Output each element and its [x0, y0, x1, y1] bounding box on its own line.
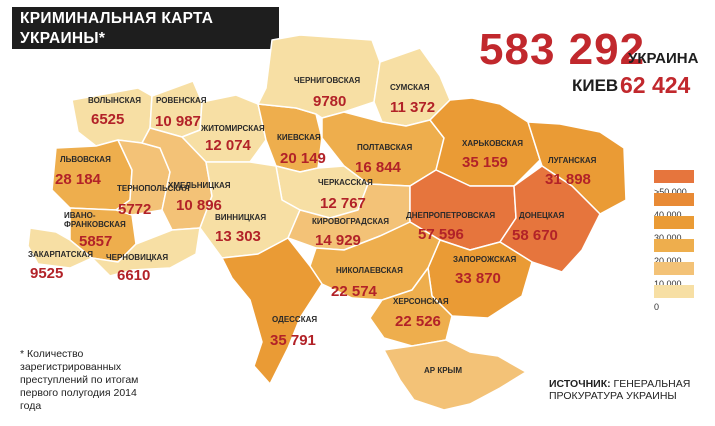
- legend-label: 40 000: [654, 210, 682, 220]
- region-odesa: [221, 237, 323, 385]
- region-name-cherkasy: ЧЕРКАССКАЯ: [318, 178, 373, 187]
- legend-item: >50 000: [651, 170, 711, 197]
- region-name-luhansk: ЛУГАНСКАЯ: [548, 156, 597, 165]
- region-value-volyn: 6525: [91, 111, 124, 128]
- region-value-luhansk: 31 898: [545, 171, 591, 188]
- legend-item: 0: [651, 285, 711, 312]
- source-text: ГЕНЕРАЛЬНАЯ ПРОКУРАТУРА УКРАИНЫ: [549, 378, 691, 402]
- map-title: КРИМИНАЛЬНАЯ КАРТА УКРАИНЫ*: [12, 7, 279, 49]
- region-name-odesa: ОДЕССКАЯ: [272, 315, 317, 324]
- legend-label: 30 000: [654, 233, 682, 243]
- region-kherson: [369, 267, 453, 347]
- title-line2: УКРАИНЫ*: [20, 30, 106, 47]
- region-value-zakarpattia: 9525: [30, 265, 63, 282]
- region-name-kyiv: КИЕВСКАЯ: [277, 133, 321, 142]
- region-name-ternopil: ТЕРНОПОЛЬСКАЯ: [117, 184, 190, 193]
- region-value-lviv: 28 184: [55, 171, 102, 188]
- total-label: УКРАИНА: [628, 50, 699, 67]
- legend-swatch: [654, 216, 694, 229]
- region-value-poltava: 16 844: [355, 159, 402, 176]
- region-name-kirovohrad: КИРОВОГРАДСКАЯ: [312, 217, 389, 226]
- region-value-kherson: 22 526: [395, 313, 441, 330]
- region-value-odesa: 35 791: [270, 332, 316, 349]
- region-name-vinnytsia: ВИННИЦКАЯ: [215, 213, 266, 222]
- region-name-kharkiv: ХАРЬКОВСКАЯ: [462, 139, 523, 148]
- region-name-zakarpattia: ЗАКАРПАТСКАЯ: [28, 250, 93, 259]
- title-line1: КРИМИНАЛЬНАЯ КАРТА: [20, 10, 214, 27]
- region-value-donetsk: 58 670: [512, 227, 558, 244]
- region-value-ternopil: 5772: [118, 201, 151, 218]
- region-value-khmelnytskyi: 10 896: [176, 197, 222, 214]
- legend-label: 20 000: [654, 256, 682, 266]
- region-name-dnipro: ДНЕПРОПЕТРОВСКАЯ: [406, 211, 495, 220]
- legend: >50 000 40 000 30 000 20 000 10 000 0: [651, 170, 711, 312]
- legend-item: 30 000: [651, 216, 711, 243]
- footnote: * Количество зарегистрированных преступл…: [20, 348, 139, 412]
- legend-swatch: [654, 170, 694, 183]
- region-value-vinnytsia: 13 303: [215, 228, 261, 245]
- region-name-ivano: ИВАНО-ФРАНКОВСКАЯ: [64, 211, 126, 229]
- region-value-mykolaiv: 22 574: [331, 283, 378, 300]
- region-value-zhytomyr: 12 074: [205, 137, 252, 154]
- region-value-dnipro: 57 596: [418, 226, 464, 243]
- legend-item: 40 000: [651, 193, 711, 220]
- region-value-rivne: 10 987: [155, 113, 201, 130]
- region-value-ivano: 5857: [79, 233, 112, 250]
- region-name-chernihiv: ЧЕРНИГОВСКАЯ: [294, 76, 360, 85]
- source-label: ИСТОЧНИК:: [549, 378, 611, 390]
- kiev-label: КИЕВ: [572, 76, 619, 95]
- legend-swatch: [654, 239, 694, 252]
- region-chernivtsi: [91, 227, 201, 277]
- legend-label: 0: [654, 302, 660, 312]
- legend-swatch: [654, 285, 694, 298]
- region-name-poltava: ПОЛТАВСКАЯ: [357, 143, 412, 152]
- region-name-donetsk: ДОНЕЦКАЯ: [519, 211, 565, 220]
- region-name-mykolaiv: НИКОЛАЕВСКАЯ: [336, 266, 403, 275]
- region-donetsk: [499, 165, 601, 273]
- legend-swatch: [654, 193, 694, 206]
- source-note: ИСТОЧНИК: ГЕНЕРАЛЬНАЯ ПРОКУРАТУРА УКРАИН…: [549, 378, 715, 402]
- region-zakarpattia: [27, 227, 93, 269]
- region-value-sumy: 11 372: [390, 99, 435, 116]
- region-name-rivne: РОВЕНСКАЯ: [156, 96, 207, 105]
- region-name-volyn: ВОЛЫНСКАЯ: [88, 96, 141, 105]
- region-value-kharkiv: 35 159: [462, 154, 508, 171]
- region-crimea: [383, 339, 527, 411]
- legend-swatch: [654, 262, 694, 275]
- region-name-kherson: ХЕРСОНСКАЯ: [393, 297, 449, 306]
- region-name-khmelnytskyi: ХМЕЛЬНИЦКАЯ: [168, 181, 231, 190]
- legend-label: 10 000: [654, 279, 682, 289]
- region-value-chernihiv: 9780: [313, 93, 346, 110]
- region-chernihiv: [257, 34, 381, 119]
- region-name-zhytomyr: ЖИТОМИРСКАЯ: [200, 124, 265, 133]
- region-name-crimea: АР КРЫМ: [424, 366, 462, 375]
- region-value-kyiv: 20 149: [280, 150, 326, 167]
- legend-item: 10 000: [651, 262, 711, 289]
- total-value: 583 292: [479, 25, 646, 74]
- legend-label: >50 000: [654, 187, 687, 197]
- region-name-lviv: ЛЬВОВСКАЯ: [60, 155, 111, 164]
- region-value-zaporizhzhia: 33 870: [455, 270, 501, 287]
- region-name-chernivtsi: ЧЕРНОВИЦКАЯ: [106, 253, 168, 262]
- region-value-kirovohrad: 14 929: [315, 232, 361, 249]
- region-luhansk: [527, 121, 627, 215]
- kiev-value: 62 424: [620, 72, 691, 98]
- region-name-sumy: СУМСКАЯ: [390, 83, 430, 92]
- region-value-cherkasy: 12 767: [320, 195, 366, 212]
- region-value-chernivtsi: 6610: [117, 267, 150, 284]
- legend-item: 20 000: [651, 239, 711, 266]
- region-name-zaporizhzhia: ЗАПОРОЖСКАЯ: [453, 255, 516, 264]
